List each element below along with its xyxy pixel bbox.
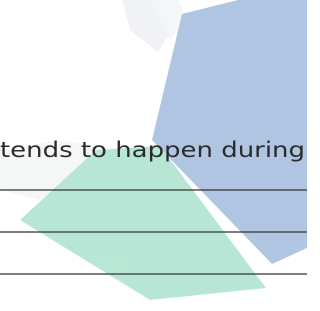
sentence-fragment: tends to happen during — [0, 138, 305, 162]
worksheet-fragment: tends to happen during — [0, 0, 307, 311]
page: {"text": "tends to happen during"} tends… — [0, 0, 320, 311]
